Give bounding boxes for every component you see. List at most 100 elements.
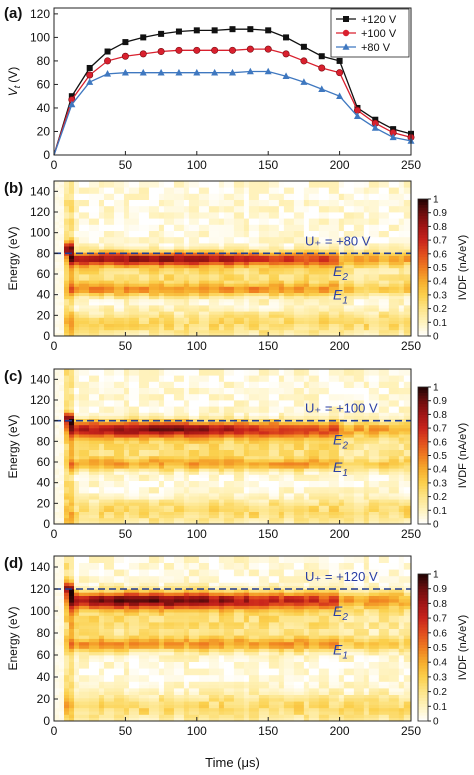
heatmap-cell — [133, 208, 140, 213]
heatmap-cell — [203, 252, 210, 256]
heatmap-cell — [113, 264, 120, 269]
heatmap-cell — [108, 305, 115, 309]
heatmap-cell — [358, 230, 365, 235]
heatmap-cell — [54, 326, 60, 331]
heatmap-cell — [243, 323, 250, 328]
heatmap-cell — [353, 236, 360, 241]
heatmap-cell — [198, 236, 205, 241]
heatmap-cell — [54, 493, 60, 497]
heatmap-cell — [118, 434, 125, 438]
heatmap-cell — [63, 264, 70, 269]
heatmap-cell — [88, 514, 95, 519]
heatmap-cell — [93, 493, 100, 497]
heatmap-cell — [213, 301, 220, 306]
heatmap-cell — [83, 446, 90, 450]
heatmap-cell — [218, 218, 225, 222]
heatmap-cell — [323, 283, 330, 287]
heatmap-cell — [138, 283, 145, 287]
heatmap-cell — [198, 227, 205, 231]
heatmap-cell — [143, 320, 150, 324]
heatmap-cell — [138, 400, 145, 404]
heatmap-cell — [88, 400, 95, 404]
heatmap-cell — [233, 239, 240, 244]
heatmap-cell — [318, 205, 325, 210]
heatmap-cell — [58, 496, 65, 500]
heatmap-cell — [183, 314, 190, 318]
heatmap-cell — [388, 286, 395, 290]
heatmap-cell — [63, 446, 70, 450]
heatmap-cell — [288, 264, 295, 269]
heatmap-cell — [343, 289, 350, 293]
heatmap-cell — [54, 236, 60, 241]
heatmap-cell — [383, 332, 390, 337]
heatmap-cell — [323, 230, 330, 235]
heatmap-cell — [168, 486, 175, 491]
heatmap-cell — [68, 474, 75, 478]
heatmap-cell — [348, 286, 355, 290]
heatmap-cell — [93, 427, 100, 432]
heatmap-cell — [383, 215, 390, 219]
heatmap-cell — [103, 283, 110, 287]
heatmap-cell — [68, 421, 75, 426]
heatmap-cell — [98, 415, 105, 419]
heatmap-cell — [163, 369, 170, 373]
heatmap-cell — [143, 274, 150, 278]
heatmap-cell — [258, 199, 265, 204]
heatmap-cell — [73, 320, 80, 324]
heatmap-cell — [298, 274, 305, 278]
heatmap-cell — [283, 274, 290, 278]
heatmap-cell — [103, 508, 110, 512]
heatmap-cell — [163, 218, 170, 222]
heatmap-cell — [393, 267, 400, 272]
heatmap-cell — [173, 326, 180, 331]
heatmap-cell — [153, 471, 160, 475]
heatmap-cell — [98, 424, 105, 429]
heatmap-cell — [128, 381, 135, 385]
heatmap-cell — [243, 332, 250, 337]
heatmap-cell — [78, 212, 85, 216]
heatmap-cell — [238, 258, 245, 262]
heatmap-cell — [93, 489, 100, 494]
heatmap-cell — [338, 274, 345, 278]
heatmap-cell — [93, 283, 100, 287]
heatmap-cell — [258, 320, 265, 324]
heatmap-cell — [328, 292, 335, 297]
heatmap-cell — [103, 462, 110, 466]
heatmap-cell — [83, 326, 90, 331]
heatmap-cell — [323, 243, 330, 247]
heatmap-cell — [123, 196, 130, 200]
heatmap-cell — [323, 311, 330, 315]
heatmap-cell — [78, 396, 85, 401]
heatmap-cell — [393, 292, 400, 297]
heatmap-cell — [208, 215, 215, 219]
heatmap-cell — [54, 421, 60, 426]
heatmap-cell — [323, 215, 330, 219]
heatmap-cell — [343, 224, 350, 228]
heatmap-cell — [173, 246, 180, 250]
heatmap-cell — [68, 378, 75, 382]
data-point — [139, 50, 147, 58]
heatmap-cell — [303, 277, 310, 281]
heatmap-cell — [93, 255, 100, 259]
heatmap-cell — [293, 239, 300, 244]
heatmap-cell — [88, 384, 95, 388]
heatmap-cell — [218, 308, 225, 312]
heatmap-cell — [133, 298, 140, 303]
heatmap-cell — [238, 314, 245, 318]
heatmap-cell — [248, 261, 255, 266]
heatmap-cell — [103, 193, 110, 197]
heatmap-cell — [103, 400, 110, 404]
heatmap-cell — [263, 208, 270, 213]
heatmap-cell — [223, 255, 230, 259]
heatmap-cell — [98, 205, 105, 210]
heatmap-cell — [138, 505, 145, 509]
heatmap-cell — [278, 332, 285, 337]
heatmap-cell — [238, 274, 245, 278]
heatmap-cell — [143, 403, 150, 407]
heatmap-cell — [78, 455, 85, 460]
heatmap-cell — [73, 369, 80, 373]
heatmap-cell — [143, 421, 150, 426]
heatmap-cell — [138, 437, 145, 441]
heatmap-cell — [78, 236, 85, 241]
